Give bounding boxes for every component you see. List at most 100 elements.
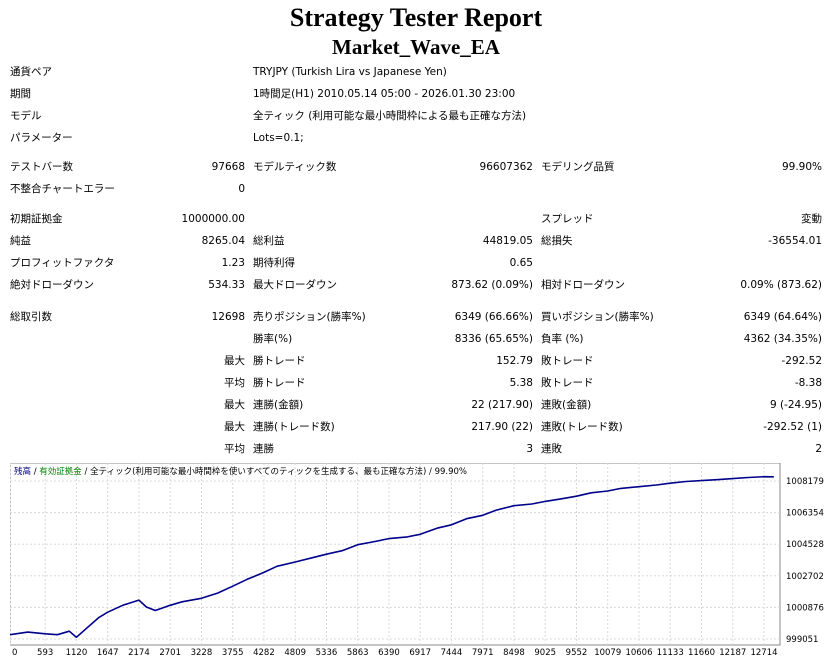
rel-drawdown-value: 0.09% (873.62): [740, 279, 822, 291]
model-ticks-label: モデルティック数: [253, 161, 337, 173]
x-tick-label: 7444: [441, 648, 463, 658]
detail-value-left: 3: [526, 443, 533, 455]
model-ticks-value: 96607362: [479, 161, 533, 173]
spread-label: スプレッド: [541, 213, 594, 225]
chart-legend: 残高 / 有効証拠金 / 全ティック(利用可能な最小時間枠を使いすべてのティック…: [14, 466, 467, 477]
detail-label-left: 勝トレード: [253, 355, 306, 367]
net-profit-value: 8265.04: [201, 235, 245, 247]
y-tick-label: 999051: [786, 635, 818, 645]
gross-profit-label: 総利益: [253, 235, 285, 247]
short-positions-label: 売りポジション(勝率%): [253, 311, 366, 323]
legend-margin: 有効証拠金: [39, 466, 82, 477]
x-tick-label: 11133: [657, 648, 684, 658]
x-tick-label: 6917: [409, 648, 431, 658]
detail-value-right: 9 (-24.95): [769, 399, 822, 411]
gross-loss-value: -36554.01: [768, 235, 822, 247]
net-profit-label: 純益: [10, 235, 31, 247]
series-group: [10, 475, 774, 639]
x-tick-label: 4282: [253, 648, 275, 658]
info-label-period: 期間: [10, 88, 31, 100]
x-tick-label: 593: [37, 648, 53, 658]
balance-chart: 残高 / 有効証拠金 / 全ティック(利用可能な最小時間枠を使いすべてのティック…: [10, 463, 830, 663]
mismatch-value: 0: [238, 183, 245, 195]
legend-sep: /: [426, 467, 434, 477]
info-label-model: モデル: [10, 110, 42, 122]
x-tick-label: 11660: [688, 648, 715, 658]
detail-label-right: 連敗(金額): [541, 399, 592, 411]
info-value-period: 1時間足(H1) 2010.05.14 05:00 - 2026.01.30 2…: [253, 88, 516, 100]
legend-sep: /: [82, 467, 90, 477]
detail-prefix: 最大: [224, 421, 245, 433]
model-quality-value: 99.90%: [781, 161, 822, 173]
y-tick-label: 1008179: [786, 477, 824, 487]
grid: [10, 463, 780, 645]
x-tick-label: 12714: [750, 648, 777, 658]
detail-label-right: 連敗(トレード数): [541, 421, 623, 433]
x-tick-label: 5863: [347, 648, 369, 658]
x-tick-label: 10606: [625, 648, 652, 658]
detail-label-left: 連勝(金額): [253, 399, 304, 411]
x-tick-label: 4809: [284, 648, 306, 658]
y-axis: 1008179 1006354 1004528 1002702 1000876 99905…: [786, 477, 824, 645]
initial-deposit-label: 初期証拠金: [10, 213, 63, 225]
win-rate-label: 勝率(%): [253, 333, 293, 345]
rel-drawdown-label: 相対ドローダウン: [541, 279, 625, 291]
win-rate-value: 8336 (65.65%): [454, 333, 533, 345]
balance-line: [10, 475, 774, 639]
legend-balance: 残高: [14, 466, 31, 477]
expected-payoff-label: 期待利得: [253, 257, 295, 269]
detail-value-left: 5.38: [509, 377, 533, 389]
profit-factor-value: 1.23: [221, 257, 245, 269]
x-tick-label: 0: [12, 648, 17, 658]
detail-prefix: 最大: [224, 399, 245, 411]
y-tick-label: 1000876: [786, 603, 824, 613]
max-drawdown-label: 最大ドローダウン: [253, 279, 337, 291]
y-tick-label: 1004528: [786, 540, 824, 550]
detail-label-left: 連勝: [253, 443, 274, 455]
loss-rate-value: 4362 (34.35%): [743, 333, 822, 345]
detail-prefix: 最大: [224, 355, 245, 367]
test-bars-label: テストバー数: [10, 161, 73, 173]
detail-label-right: 敗トレード: [541, 355, 594, 367]
detail-label-left: 連勝(トレード数): [253, 421, 335, 433]
max-drawdown-value: 873.62 (0.09%): [451, 279, 533, 291]
abs-drawdown-value: 534.33: [208, 279, 245, 291]
total-trades-label: 総取引数: [10, 311, 52, 323]
detail-value-left: 22 (217.90): [471, 399, 533, 411]
test-bars-value: 97668: [211, 161, 245, 173]
profit-factor-label: プロフィットファクタ: [10, 257, 115, 269]
ea-name: Market_Wave_EA: [332, 35, 500, 59]
gross-loss-label: 総損失: [541, 235, 573, 247]
y-tick-label: 1002702: [786, 572, 824, 582]
detail-label-right: 連敗: [541, 443, 562, 455]
x-tick-label: 7971: [472, 648, 494, 658]
x-tick-label: 1647: [97, 648, 119, 658]
gross-profit-value: 44819.05: [482, 235, 533, 247]
info-label-params: パラメーター: [10, 132, 73, 144]
info-value-model: 全ティック (利用可能な最小時間枠による最も正確な方法): [253, 110, 527, 122]
info-value-params: Lots=0.1;: [253, 132, 304, 144]
detail-value-left: 217.90 (22): [471, 421, 533, 433]
legend-sep: /: [31, 467, 39, 477]
detail-value-right: -292.52 (1): [763, 421, 822, 433]
x-tick-label: 10079: [594, 648, 621, 658]
x-tick-label: 3755: [222, 648, 244, 658]
detail-value-right: -8.38: [794, 377, 822, 389]
legend-desc: 全ティック(利用可能な最小時間枠を使いすべてのティックを生成する、最も正確な方法…: [90, 466, 426, 477]
x-axis: 0 593 1120 1647 2174 2701 3228 3755 4282 4809 5336…: [12, 648, 778, 658]
initial-deposit-value: 1000000.00: [181, 213, 245, 225]
expected-payoff-value: 0.65: [509, 257, 533, 269]
detail-value-right: -292.52: [781, 355, 822, 367]
spread-value: 変動: [801, 213, 822, 225]
balance-chart-svg: 残高 / 有効証拠金 / 全ティック(利用可能な最小時間枠を使いすべてのティック…: [10, 463, 824, 658]
long-positions-value: 6349 (64.64%): [743, 311, 822, 323]
detail-label-right: 敗トレード: [541, 377, 594, 389]
x-tick-label: 9552: [566, 648, 588, 658]
abs-drawdown-label: 絶対ドローダウン: [10, 279, 94, 291]
info-label-symbol: 通貨ペア: [10, 66, 52, 78]
x-tick-label: 12187: [719, 648, 746, 658]
info-value-symbol: TRYJPY (Turkish Lira vs Japanese Yen): [253, 66, 447, 78]
x-tick-label: 1120: [66, 648, 88, 658]
short-positions-value: 6349 (66.66%): [454, 311, 533, 323]
detail-label-left: 勝トレード: [253, 377, 306, 389]
